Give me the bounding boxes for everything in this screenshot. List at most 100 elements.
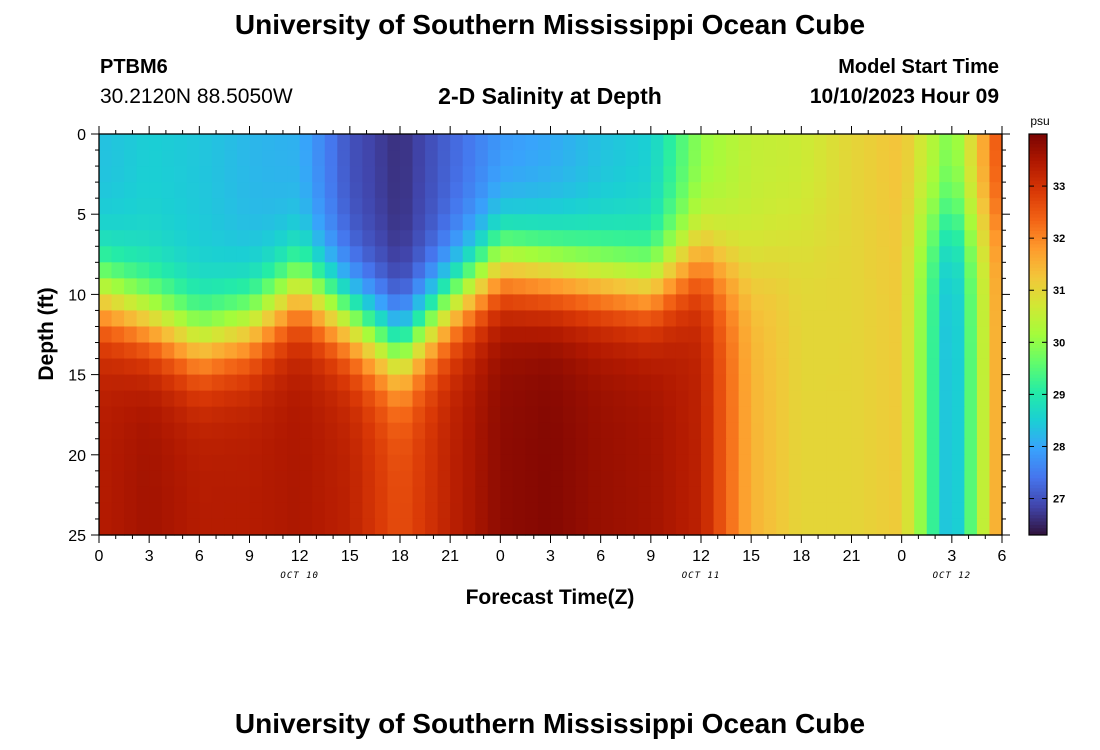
heatmap-cell	[186, 310, 200, 328]
heatmap-cell	[726, 326, 740, 344]
heatmap-cell	[788, 326, 802, 344]
heatmap-cell	[111, 134, 125, 151]
heatmap-cell	[186, 502, 200, 520]
heatmap-cell	[625, 358, 639, 376]
heatmap-cell	[575, 150, 589, 167]
heatmap-cell	[813, 326, 828, 344]
heatmap-cell	[412, 246, 426, 263]
heatmap-cell	[274, 150, 288, 167]
heatmap-cell	[838, 406, 853, 424]
heatmap-cell	[688, 310, 702, 328]
heatmap-cell	[374, 454, 389, 472]
heatmap-cell	[838, 486, 853, 504]
heatmap-cell	[299, 326, 313, 344]
heatmap-cell	[864, 438, 878, 456]
heatmap-cell	[776, 502, 790, 520]
heatmap-cell	[500, 278, 514, 295]
heatmap-cell	[801, 134, 815, 151]
heatmap-cell	[638, 246, 652, 263]
heatmap-cell	[575, 518, 589, 536]
heatmap-cell	[563, 486, 577, 504]
heatmap-cell	[236, 262, 251, 279]
heatmap-cell	[487, 262, 501, 279]
heatmap-cell	[525, 486, 539, 504]
colorbar-segment	[1029, 180, 1047, 185]
heatmap-cell	[525, 438, 539, 456]
heatmap-cell	[650, 182, 664, 199]
heatmap-cell	[124, 246, 138, 263]
heatmap-cell	[876, 390, 890, 408]
heatmap-cell	[901, 358, 915, 376]
heatmap-cell	[425, 150, 439, 167]
heatmap-cell	[324, 502, 338, 520]
heatmap-cell	[425, 278, 439, 295]
heatmap-cell	[901, 438, 915, 456]
heatmap-cell	[136, 438, 150, 456]
heatmap-cell	[838, 294, 853, 312]
heatmap-cell	[149, 502, 163, 520]
heatmap-cell	[914, 502, 928, 520]
heatmap-cell	[600, 470, 614, 488]
heatmap-cell	[550, 454, 564, 472]
heatmap-cell	[525, 262, 539, 279]
colorbar-segment	[1029, 134, 1047, 138]
heatmap-cell	[211, 358, 226, 376]
heatmap-cell	[337, 150, 351, 167]
heatmap-cell	[926, 166, 940, 183]
heatmap-cell	[889, 214, 903, 231]
heatmap-cell	[650, 438, 664, 456]
heatmap-cell	[976, 406, 991, 424]
heatmap-cell	[600, 198, 614, 215]
heatmap-cell	[889, 198, 903, 215]
heatmap-cell	[312, 390, 326, 408]
heatmap-cell	[826, 406, 840, 424]
heatmap-cell	[889, 406, 903, 424]
heatmap-cell	[701, 358, 715, 376]
colorbar-segment	[1029, 247, 1047, 252]
heatmap-cell	[124, 358, 138, 376]
heatmap-cell	[688, 134, 702, 151]
heatmap-cell	[262, 486, 276, 504]
heatmap-cell	[826, 310, 840, 328]
heatmap-cell	[701, 166, 715, 183]
heatmap-cell	[262, 502, 276, 520]
heatmap-cell	[324, 374, 338, 392]
heatmap-cell	[563, 182, 577, 199]
heatmap-cell	[500, 438, 514, 456]
colorbar-segment	[1029, 351, 1047, 356]
heatmap-cell	[299, 374, 313, 392]
heatmap-cell	[249, 454, 263, 472]
heatmap-cell	[939, 390, 953, 408]
colorbar-segment	[1029, 184, 1047, 188]
colorbar-segment	[1029, 207, 1047, 212]
heatmap-cell	[512, 262, 527, 279]
heatmap-cell	[99, 342, 113, 360]
heatmap-cell	[199, 422, 213, 440]
heatmap-cell	[199, 182, 213, 199]
heatmap-cell	[211, 262, 226, 279]
heatmap-cell	[500, 198, 514, 215]
heatmap-cell	[688, 390, 702, 408]
heatmap-cell	[763, 262, 777, 279]
heatmap-cell	[387, 502, 401, 520]
heatmap-cell	[462, 406, 476, 424]
heatmap-cell	[500, 342, 514, 360]
heatmap-cell	[713, 166, 727, 183]
heatmap-cell	[249, 390, 263, 408]
heatmap-cell	[864, 294, 878, 312]
heatmap-cell	[563, 214, 577, 231]
heatmap-cell	[738, 198, 752, 215]
heatmap-cell	[387, 278, 401, 295]
heatmap-cell	[525, 198, 539, 215]
heatmap-cell	[199, 406, 213, 424]
heatmap-cell	[876, 198, 890, 215]
heatmap-cell	[362, 406, 376, 424]
heatmap-cell	[851, 374, 865, 392]
heatmap-cell	[675, 502, 690, 520]
colorbar-segment	[1029, 220, 1047, 225]
heatmap-cell	[224, 486, 238, 504]
heatmap-cell	[362, 374, 376, 392]
heatmap-cell	[324, 230, 338, 247]
heatmap-cell	[224, 150, 238, 167]
